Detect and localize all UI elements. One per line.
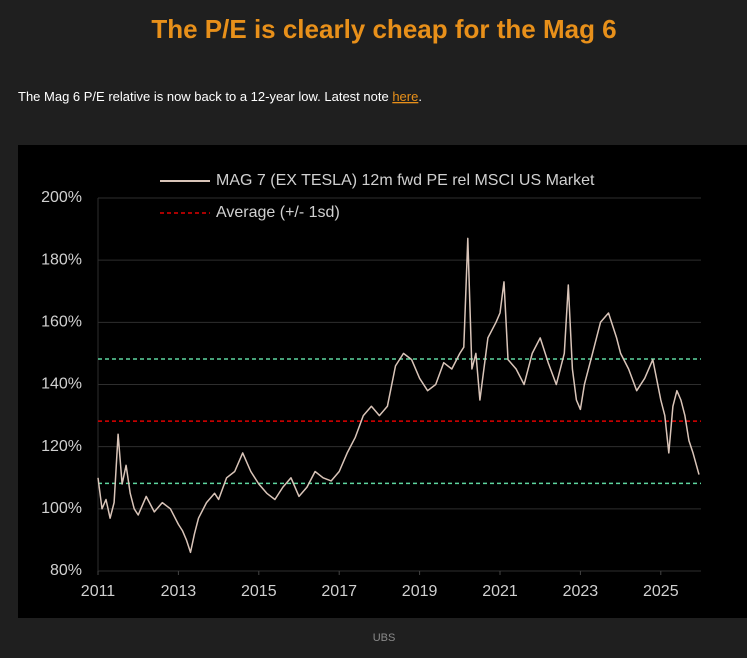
y-tick-label: 200% xyxy=(41,189,82,206)
x-tick-label: 2011 xyxy=(81,583,116,600)
note-end: . xyxy=(418,89,422,104)
y-tick-label: 100% xyxy=(41,500,82,517)
x-tick-label: 2019 xyxy=(402,583,438,600)
x-tick-label: 2021 xyxy=(482,583,518,600)
y-tick-label: 160% xyxy=(41,314,82,331)
y-tick-label: 120% xyxy=(41,438,82,455)
page-title: The P/E is clearly cheap for the Mag 6 xyxy=(151,14,616,44)
source: UBS xyxy=(373,632,396,644)
x-tick-label: 2025 xyxy=(643,583,679,600)
x-tick-label: 2013 xyxy=(161,583,197,600)
note: The Mag 6 P/E relative is now back to a … xyxy=(18,89,422,104)
x-tick-label: 2017 xyxy=(321,583,357,600)
y-tick-label: 140% xyxy=(41,376,82,393)
y-tick-label: 180% xyxy=(41,251,82,268)
chart-area xyxy=(18,145,747,618)
plot: 80% 100% 120% 140% 160% 180% 200% 2011 2013 2015 2… xyxy=(41,172,701,600)
legend-label: Average (+/- 1sd) xyxy=(216,204,340,221)
note-text: The Mag 6 P/E relative is now back to a … xyxy=(18,89,392,104)
y-tick-label: 80% xyxy=(50,562,82,579)
x-tick-label: 2023 xyxy=(563,583,599,600)
legend-label: MAG 7 (EX TESLA) 12m fwd PE rel MSCI US … xyxy=(216,172,595,189)
series-line xyxy=(97,237,700,554)
x-tick-label: 2015 xyxy=(241,583,277,600)
note-link[interactable]: here xyxy=(392,89,418,104)
